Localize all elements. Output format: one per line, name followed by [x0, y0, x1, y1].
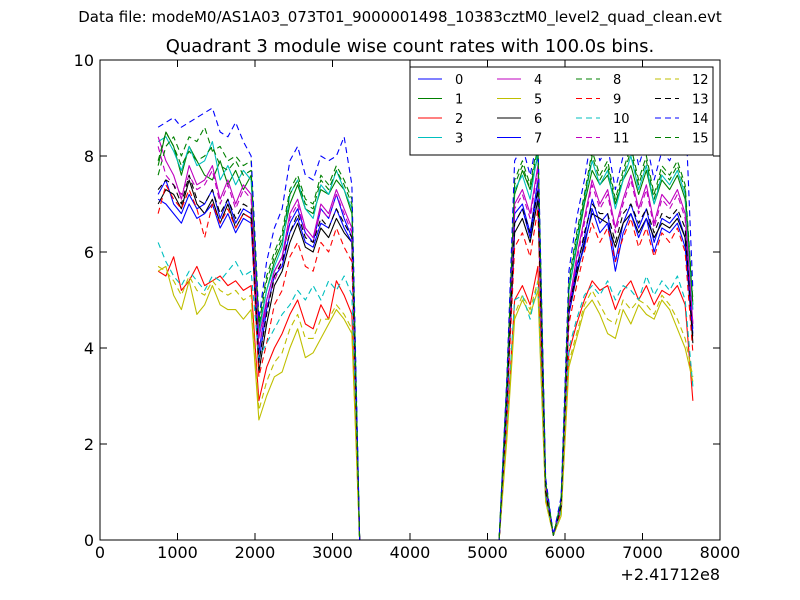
- y-tick-label: 2: [84, 435, 94, 454]
- legend-label-6: 6: [534, 112, 542, 127]
- y-tick-label: 8: [84, 147, 94, 166]
- legend-box: [409, 66, 714, 156]
- x-tick-label: 5000: [467, 543, 508, 562]
- y-tick-label: 0: [84, 531, 94, 550]
- legend-label-14: 14: [692, 112, 709, 127]
- y-tick-label: 10: [74, 51, 94, 70]
- legend-label-8: 8: [613, 73, 621, 88]
- legend-label-0: 0: [455, 73, 463, 88]
- x-tick-label: 4000: [390, 543, 431, 562]
- legend-label-2: 2: [455, 112, 463, 127]
- legend-label-9: 9: [613, 93, 621, 108]
- x-tick-label: 8000: [700, 543, 741, 562]
- legend-label-4: 4: [534, 73, 542, 88]
- legend-label-3: 3: [455, 132, 463, 147]
- series-line-8: [157, 126, 694, 541]
- series-line-10: [157, 242, 694, 541]
- legend-label-10: 10: [613, 112, 630, 127]
- legend-label-11: 11: [613, 132, 630, 147]
- legend-label-15: 15: [692, 132, 709, 147]
- x-tick-label: 3000: [312, 543, 353, 562]
- legend-label-7: 7: [534, 132, 542, 147]
- series-line-11: [157, 146, 694, 541]
- y-tick-label: 4: [84, 339, 94, 358]
- y-tick-label: 6: [84, 243, 94, 262]
- x-tick-label: 7000: [622, 543, 663, 562]
- x-tick-label: 2000: [235, 543, 276, 562]
- x-axis-offset-label: +2.41712e8: [620, 565, 720, 584]
- x-tick-label: 1000: [157, 543, 198, 562]
- x-tick-label: 0: [95, 543, 105, 562]
- legend-label-1: 1: [455, 93, 463, 108]
- chart-title: Quadrant 3 module wise count rates with …: [165, 36, 655, 57]
- x-tick-label: 6000: [545, 543, 586, 562]
- legend-label-12: 12: [692, 73, 709, 88]
- legend-label-5: 5: [534, 93, 542, 108]
- figure-suptitle: Data file: modeM0/AS1A03_073T01_90000014…: [78, 8, 722, 26]
- legend-label-13: 13: [692, 93, 709, 108]
- plot-frame: [99, 59, 721, 541]
